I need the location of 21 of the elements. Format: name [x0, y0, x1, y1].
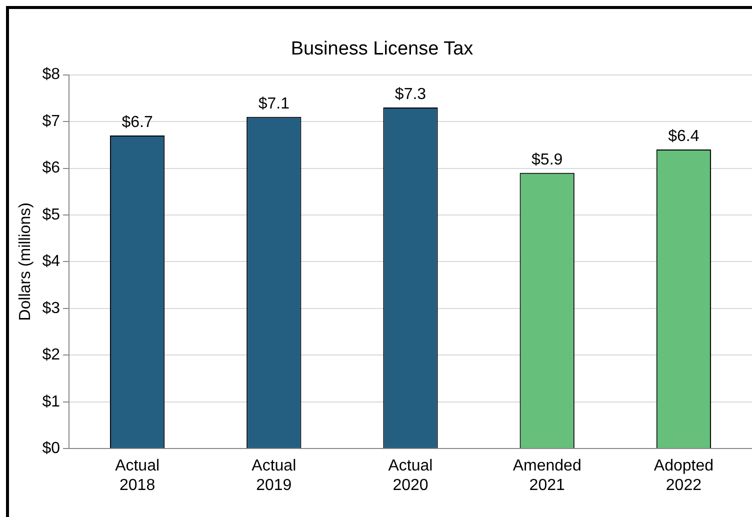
- x-tick-label: Adopted 2022: [654, 458, 714, 494]
- data-label: $6.7: [122, 114, 153, 131]
- data-label: $6.4: [668, 128, 700, 145]
- y-tick-label: $3: [42, 300, 60, 317]
- x-tick-label: Actual 2019: [252, 458, 296, 494]
- y-tick-label: $5: [42, 206, 60, 224]
- y-tick-label: $2: [42, 346, 60, 364]
- y-tick-label: $0: [42, 440, 60, 458]
- y-tick-label: $7: [42, 112, 60, 130]
- y-tick-label: $8: [42, 66, 60, 84]
- data-label: $7.3: [394, 86, 426, 103]
- data-label: $7.1: [258, 95, 290, 112]
- y-tick-label: $6: [42, 160, 60, 177]
- x-tick-label: Actual 2018: [115, 458, 160, 494]
- x-tick-label: Actual 2020: [388, 458, 433, 494]
- x-tick-label: Amended 2021: [512, 458, 582, 494]
- y-tick-label: $4: [42, 253, 60, 270]
- data-label: $5.9: [532, 151, 563, 168]
- y-tick-label: $1: [42, 393, 60, 410]
- chart-title: Business License Tax: [290, 38, 474, 60]
- y-axis-title: Dollars (millions): [17, 202, 34, 321]
